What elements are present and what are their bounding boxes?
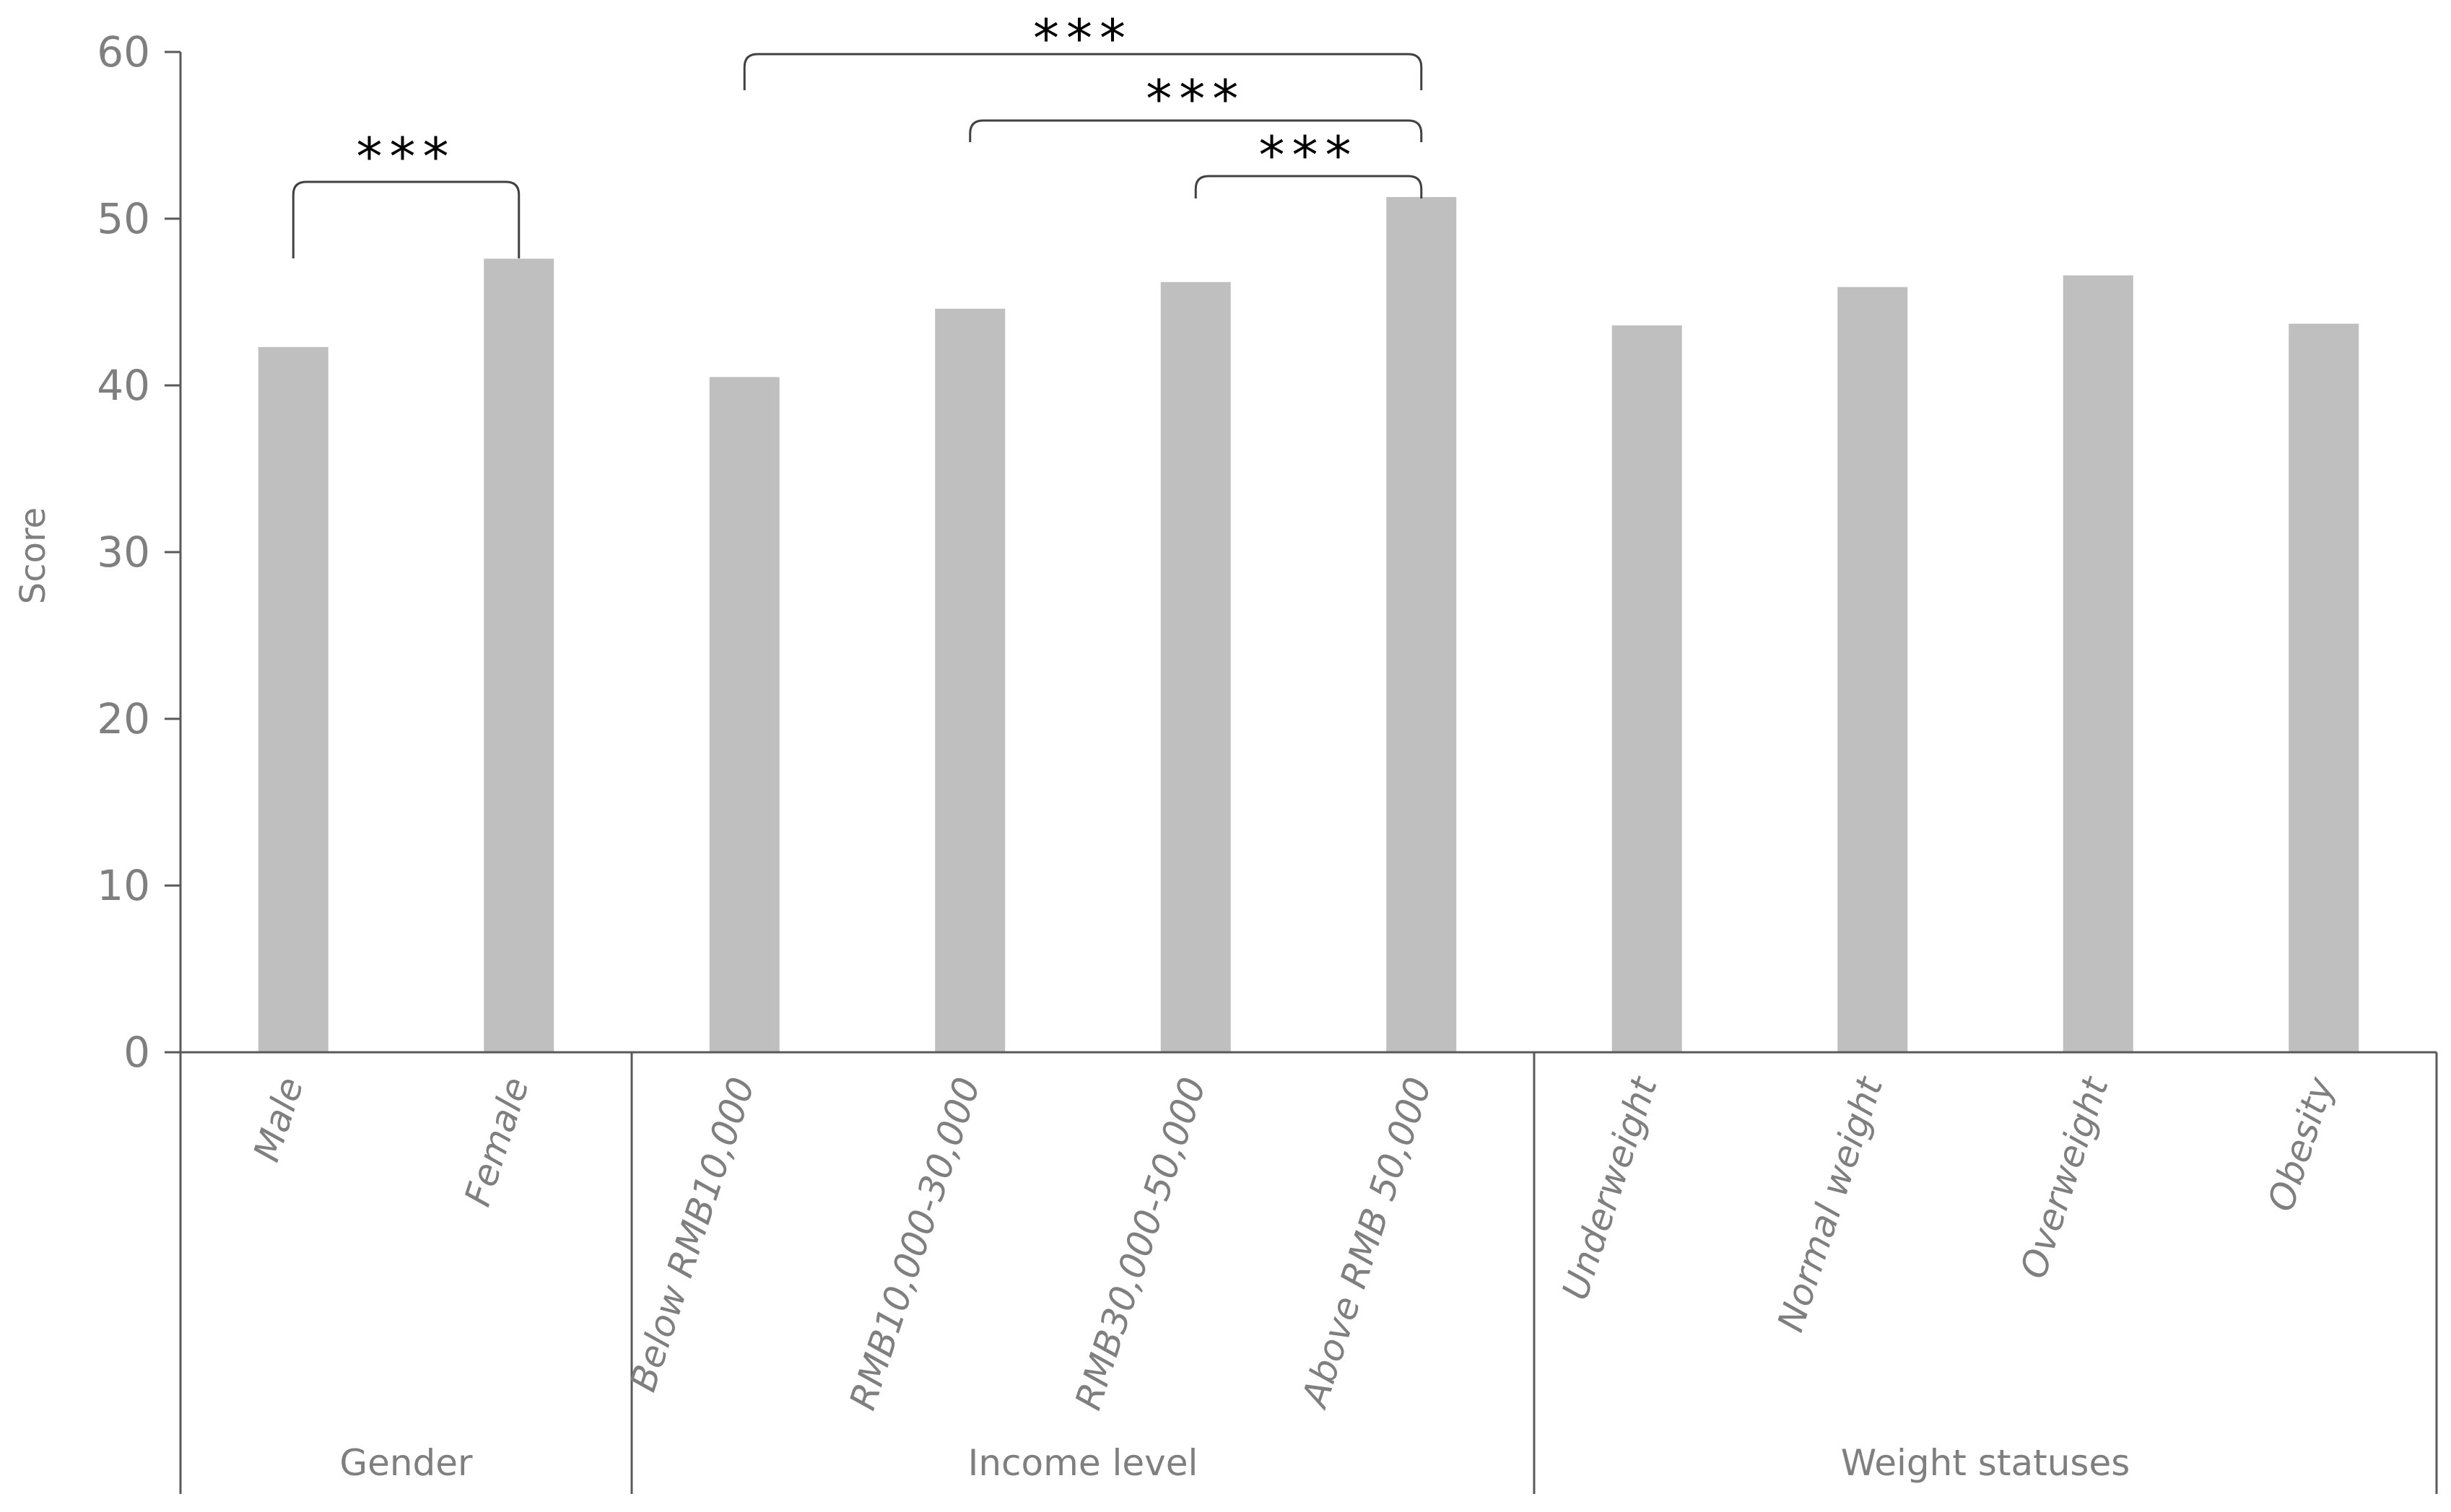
significance-bracket	[743, 53, 1423, 90]
x-tick-label: Overweight	[2012, 1071, 2117, 1284]
significance-label: ***	[1033, 8, 1133, 69]
x-axis: Male Female Below RMB10,000 RMB10,000-30,00…	[179, 1051, 2438, 1494]
bar-male	[258, 346, 328, 1052]
group-label: Gender	[339, 1442, 473, 1484]
significance-label: ***	[357, 126, 456, 187]
significance-brackets: ************	[292, 8, 1423, 258]
x-tick-label: Below RMB10,000	[622, 1072, 762, 1397]
bar-underweight	[1611, 325, 1682, 1053]
significance-bracket	[1194, 175, 1423, 198]
x-tick-label: Obesity	[2260, 1071, 2343, 1216]
y-tick-label: 0	[123, 1028, 150, 1077]
x-tick-label: Male	[245, 1072, 312, 1167]
y-tick-label: 30	[97, 528, 150, 577]
x-tick-label: RMB10,000-30,000	[842, 1072, 989, 1415]
group-label: Weight statuses	[1841, 1442, 2130, 1484]
bar-above-rmb-50-000	[1386, 196, 1457, 1053]
significance-label: ***	[1259, 125, 1359, 185]
y-tick-label: 10	[97, 861, 150, 910]
bar-female	[484, 258, 554, 1053]
y-axis-label: Score	[13, 507, 53, 604]
y-tick-label: 50	[97, 194, 150, 243]
x-tick-label: Above RMB 50,000	[1293, 1072, 1440, 1414]
y-tick-label: 60	[97, 27, 150, 77]
bar-below-rmb10-000	[709, 377, 780, 1052]
x-tick-label: Female	[456, 1072, 537, 1211]
bar-rmb30-000-50-000	[1160, 281, 1231, 1052]
bar-rmb10-000-30-000	[935, 308, 1006, 1052]
significance-bracket	[969, 119, 1423, 142]
group-label: Income level	[968, 1442, 1198, 1484]
significance-bracket	[292, 180, 521, 258]
significance-label: ***	[1146, 69, 1245, 129]
x-tick-label: Normal weight	[1769, 1071, 1891, 1337]
y-axis: 0 10 20 30 40 50 60	[97, 27, 182, 1077]
bar-normal-weight	[1837, 287, 1908, 1053]
y-tick-label: 20	[97, 694, 150, 743]
bar-obesity	[2289, 323, 2359, 1052]
x-tick-label: RMB30,000-50,000	[1067, 1072, 1214, 1415]
x-tick-label: Underweight	[1554, 1071, 1666, 1305]
bars	[258, 196, 2359, 1053]
bar-overweight	[2063, 275, 2133, 1052]
y-tick-label: 40	[97, 361, 150, 410]
